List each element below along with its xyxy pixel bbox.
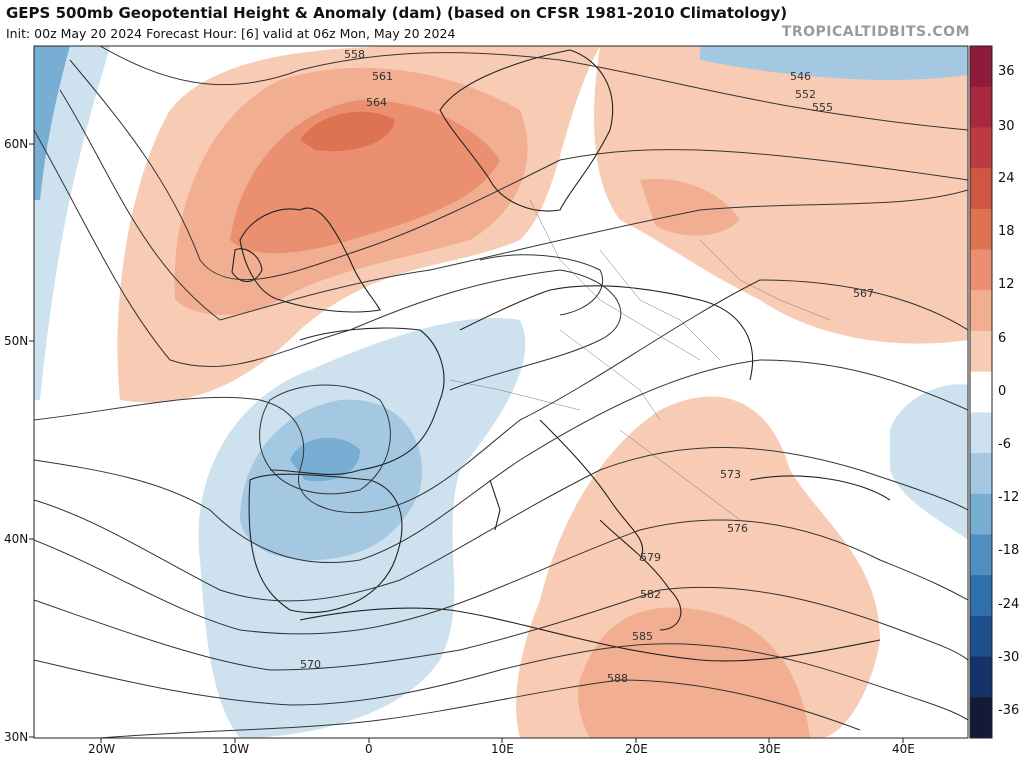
colorbar-swatch [970, 208, 992, 251]
anomaly-negative-arctic [700, 46, 968, 80]
colorbar-swatch [970, 127, 992, 169]
contour-label-567: 567 [853, 287, 874, 300]
contour-label-579: 579 [640, 551, 661, 564]
map-title: GEPS 500mb Geopotential Height & Anomaly… [6, 4, 788, 22]
lon-label-20w: 20W [88, 742, 116, 756]
colorbar-label-minus-6: -6 [998, 437, 1011, 452]
colorbar-swatch [970, 249, 992, 291]
contour-label-588: 588 [607, 672, 628, 685]
lon-label-30e: 30E [758, 742, 781, 756]
colorbar-label-30: 30 [998, 119, 1015, 134]
lon-label-10w: 10W [222, 742, 250, 756]
anomaly-negative-atlantic [34, 46, 110, 400]
colorbar-swatch [970, 697, 992, 739]
colorbar [970, 46, 992, 739]
anomaly-positive-east [594, 46, 968, 344]
colorbar-label-36: 36 [998, 64, 1015, 79]
colorbar-label-minus-24: -24 [998, 597, 1020, 612]
anomaly-positive-africa [578, 607, 810, 738]
map-subtitle: Init: 00z May 20 2024 Forecast Hour: [6]… [6, 26, 456, 41]
lon-label-0: 0 [365, 742, 373, 756]
lat-label-50n: 50N [4, 334, 29, 348]
colorbar-swatch [970, 86, 992, 128]
colorbar-label-12: 12 [998, 277, 1015, 292]
contour-label-564: 564 [366, 96, 387, 109]
anomaly-positive-baltic [640, 179, 740, 236]
colorbar-label-minus-36: -36 [998, 703, 1020, 718]
colorbar-swatch [970, 330, 992, 373]
anomaly-positive-max [300, 111, 395, 152]
lat-label-30n: 30N [4, 730, 29, 744]
map-frame [33, 45, 969, 739]
axis-ticks [29, 143, 904, 743]
contour-label-561: 561 [372, 70, 393, 83]
colorbar-label-minus-12: -12 [998, 490, 1020, 505]
contour-label-552: 552 [795, 88, 816, 101]
colorbar-label-minus-30: -30 [998, 650, 1020, 665]
colorbar-label-24: 24 [998, 171, 1015, 186]
colorbar-swatch [970, 453, 992, 495]
anomaly-positive-strong [230, 100, 500, 254]
contour-label-573: 573 [720, 468, 741, 481]
lon-label-20e: 20E [625, 742, 648, 756]
colorbar-swatch [970, 290, 992, 332]
lat-label-60n: 60N [4, 137, 29, 151]
colorbar-swatch [970, 46, 992, 88]
contour-label-546: 546 [790, 70, 811, 83]
contour-label-570: 570 [300, 658, 321, 671]
colorbar-swatch [970, 575, 992, 617]
colorbar-swatch [970, 615, 992, 658]
colorbar-label-6: 6 [998, 331, 1007, 346]
colorbar-label-18: 18 [998, 224, 1015, 239]
anomaly-negative-atlantic-core [34, 46, 70, 200]
colorbar-swatch [970, 656, 992, 698]
colorbar-swatch [970, 493, 992, 535]
contour-label-582: 582 [640, 588, 661, 601]
height-contours [34, 46, 968, 738]
colorbar-swatch [970, 371, 992, 413]
colorbar-swatch [970, 168, 992, 210]
contour-label-585: 585 [632, 630, 653, 643]
coastlines [231, 49, 891, 662]
lat-label-40n: 40N [4, 532, 29, 546]
lon-label-10e: 10E [491, 742, 514, 756]
colorbar-label-0: 0 [998, 384, 1007, 399]
anomaly-shading: 546 552 555 558 561 564 567 570 573 576 … [34, 46, 968, 738]
lon-label-40e: 40E [892, 742, 915, 756]
contour-value-labels: 546 552 555 558 561 564 567 570 573 576 … [300, 48, 874, 685]
colorbar-swatch [970, 412, 992, 454]
anomaly-negative-core [290, 437, 360, 482]
contour-label-558: 558 [344, 48, 365, 61]
brand-watermark[interactable]: TROPICALTIDBITS.COM [781, 24, 970, 40]
country-borders [449, 199, 831, 521]
contour-label-576: 576 [727, 522, 748, 535]
contour-label-555: 555 [812, 101, 833, 114]
colorbar-swatch [970, 534, 992, 576]
colorbar-frame [969, 45, 993, 739]
colorbar-label-minus-18: -18 [998, 543, 1020, 558]
